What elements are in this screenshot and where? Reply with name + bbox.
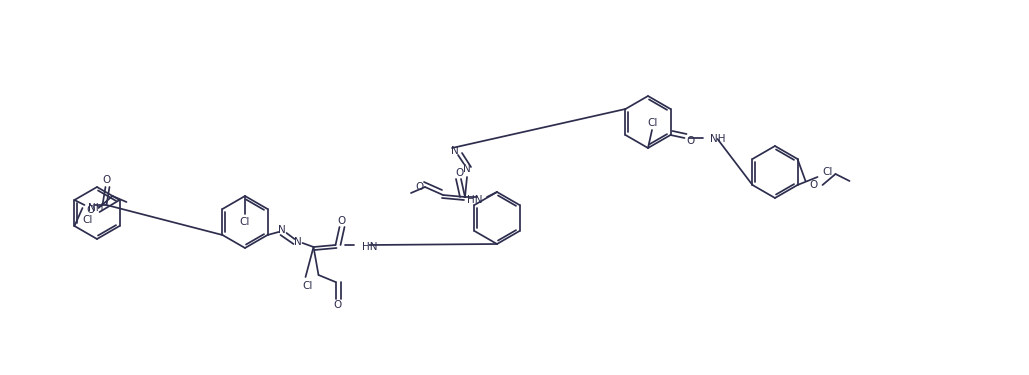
Text: N: N [451, 146, 459, 156]
Text: O: O [333, 300, 342, 310]
Text: N: N [463, 164, 471, 174]
Text: O: O [810, 180, 818, 190]
Text: NH: NH [88, 203, 104, 213]
Text: Cl: Cl [303, 281, 313, 291]
Text: HN: HN [467, 195, 483, 205]
Text: HN: HN [361, 242, 377, 252]
Text: N: N [293, 237, 301, 247]
Text: O: O [86, 205, 95, 215]
Text: O: O [338, 216, 346, 226]
Text: O: O [102, 175, 110, 185]
Text: Cl: Cl [822, 167, 832, 177]
Text: O: O [686, 136, 695, 146]
Text: O: O [415, 182, 423, 192]
Text: N: N [278, 225, 285, 235]
Text: O: O [455, 168, 463, 178]
Text: Cl: Cl [648, 118, 659, 128]
Text: NH: NH [710, 134, 725, 144]
Text: Cl: Cl [82, 215, 93, 225]
Text: Cl: Cl [240, 217, 250, 227]
